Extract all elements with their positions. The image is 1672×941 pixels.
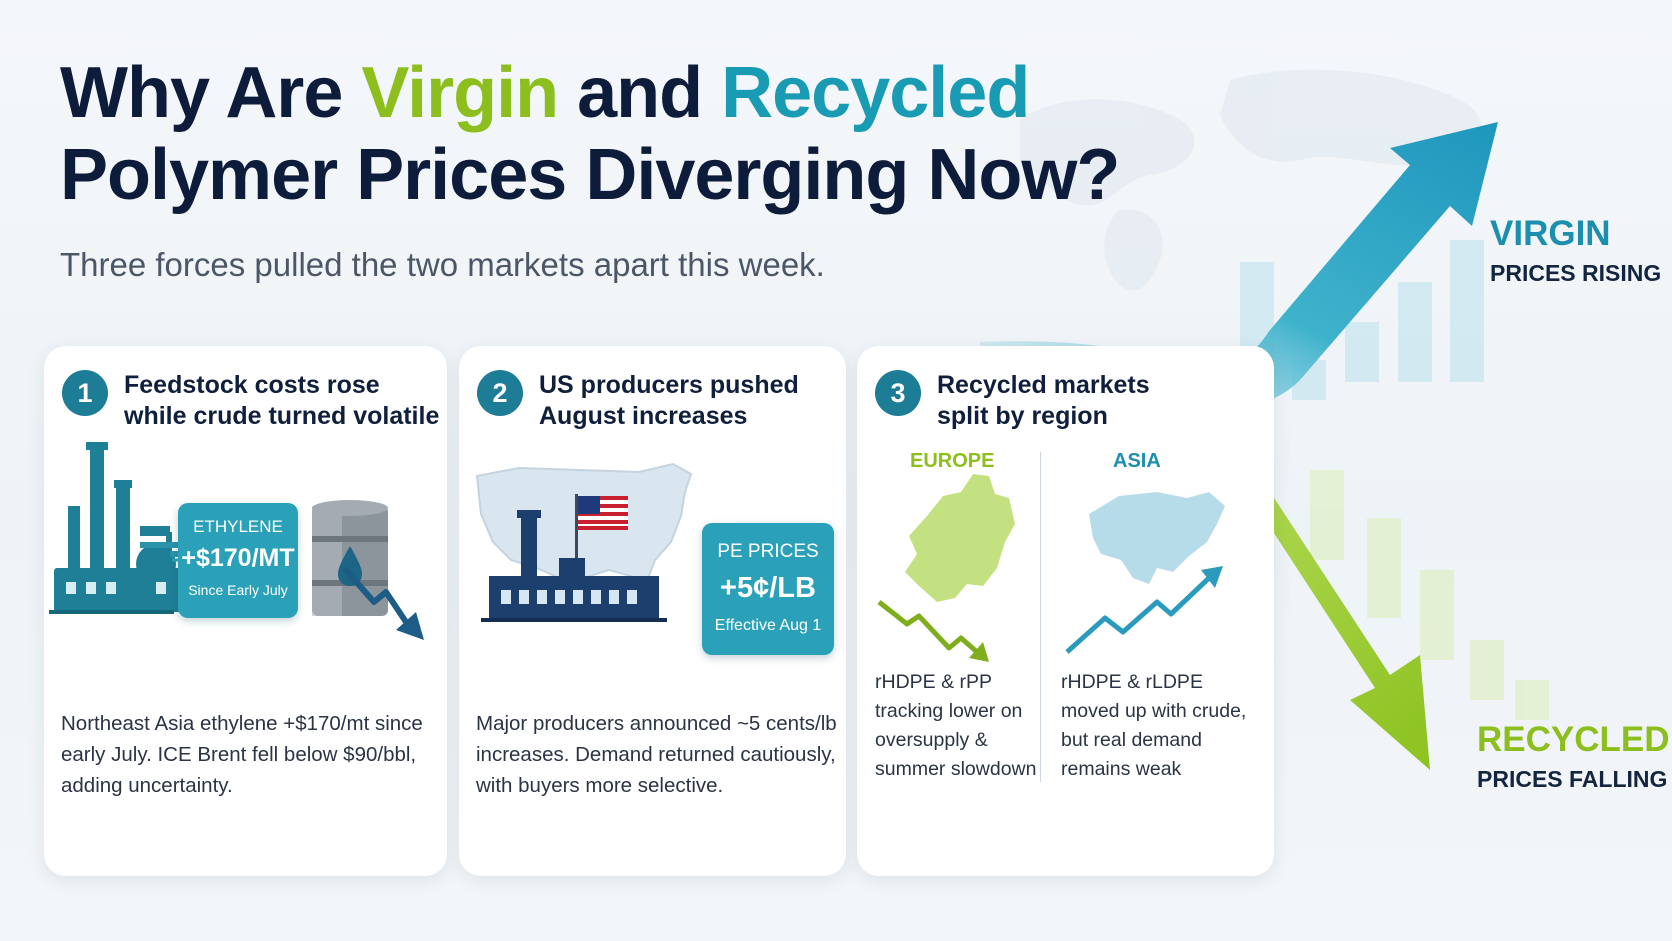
- card-number-badge: 2: [477, 370, 523, 416]
- virgin-sub: PRICES RISING: [1490, 260, 1662, 286]
- ethylene-price-box: ETHYLENE +$170/MT Since Early July: [178, 503, 298, 618]
- pe-label: PE PRICES: [717, 541, 819, 562]
- us-flag-icon: [578, 496, 628, 530]
- card-title: US producers pushed August increases: [539, 371, 799, 430]
- card-number-badge: 3: [875, 370, 921, 416]
- card-feedstock-costs: 1 Feedstock costs rose while crude turne…: [44, 346, 447, 876]
- ethylene-sub: Since Early July: [188, 582, 288, 598]
- pe-sub: Effective Aug 1: [714, 617, 822, 634]
- up-trend-icon: [1065, 576, 1211, 654]
- factory-icon: [481, 510, 667, 622]
- card-2-illustration: [475, 462, 693, 622]
- card-body: Major producers announced ~5 cents/lb in…: [476, 712, 837, 797]
- recycled-sub: PRICES FALLING: [1477, 766, 1668, 792]
- title-line-2: Polymer Prices Diverging Now?: [60, 135, 1120, 215]
- oil-barrel-icon: [312, 500, 388, 616]
- down-trend-arrow-head: [396, 612, 424, 640]
- card-number-badge: 1: [62, 370, 108, 416]
- region-label-europe: EUROPE: [910, 450, 995, 472]
- title-virgin-word: Virgin: [361, 53, 559, 133]
- card-us-producers: 2 US producers pushed August increases: [459, 346, 846, 876]
- recycled-prices-label: RECYCLED PRICES FALLING: [1477, 720, 1670, 793]
- pe-price-box: PE PRICES +5¢/LB Effective Aug 1: [702, 523, 834, 655]
- refinery-icon: [49, 442, 204, 614]
- card-body: Northeast Asia ethylene +$170/mt since e…: [61, 712, 423, 797]
- title-part-2: and: [558, 53, 722, 133]
- down-trend-icon: [877, 600, 979, 654]
- card-recycled-markets: 3 Recycled markets split by region EUROP…: [857, 346, 1274, 876]
- ethylene-label: ETHYLENE: [193, 517, 283, 536]
- card-3-illustration: [877, 474, 1225, 662]
- card-title: Feedstock costs rose while crude turned …: [124, 371, 440, 430]
- page-title: Why Are Virgin and Recycled Polymer Pric…: [60, 52, 1120, 216]
- virgin-title: VIRGIN: [1490, 214, 1611, 253]
- flag-pole: [575, 494, 578, 594]
- down-trend-head: [969, 642, 989, 662]
- europe-map-icon: [905, 474, 1015, 602]
- recycled-title: RECYCLED: [1477, 720, 1670, 759]
- card-1-illustration: [49, 442, 424, 640]
- pe-value: +5¢/LB: [720, 572, 816, 604]
- region-text-europe: rHDPE & rPP tracking lower on oversupply…: [875, 671, 1037, 780]
- region-text-asia: rHDPE & rLDPE moved up with crude, but r…: [1061, 671, 1247, 780]
- falling-bars-icon: [1310, 470, 1549, 720]
- ethylene-value: +$170/MT: [181, 544, 295, 572]
- title-recycled-word: Recycled: [721, 53, 1030, 133]
- subtitle: Three forces pulled the two markets apar…: [60, 246, 825, 283]
- rising-bars-icon: [1240, 240, 1484, 400]
- down-trend-arrow-icon: [341, 566, 413, 630]
- virgin-prices-label: VIRGIN PRICES RISING: [1490, 214, 1661, 287]
- title-part-1: Why Are: [60, 53, 362, 133]
